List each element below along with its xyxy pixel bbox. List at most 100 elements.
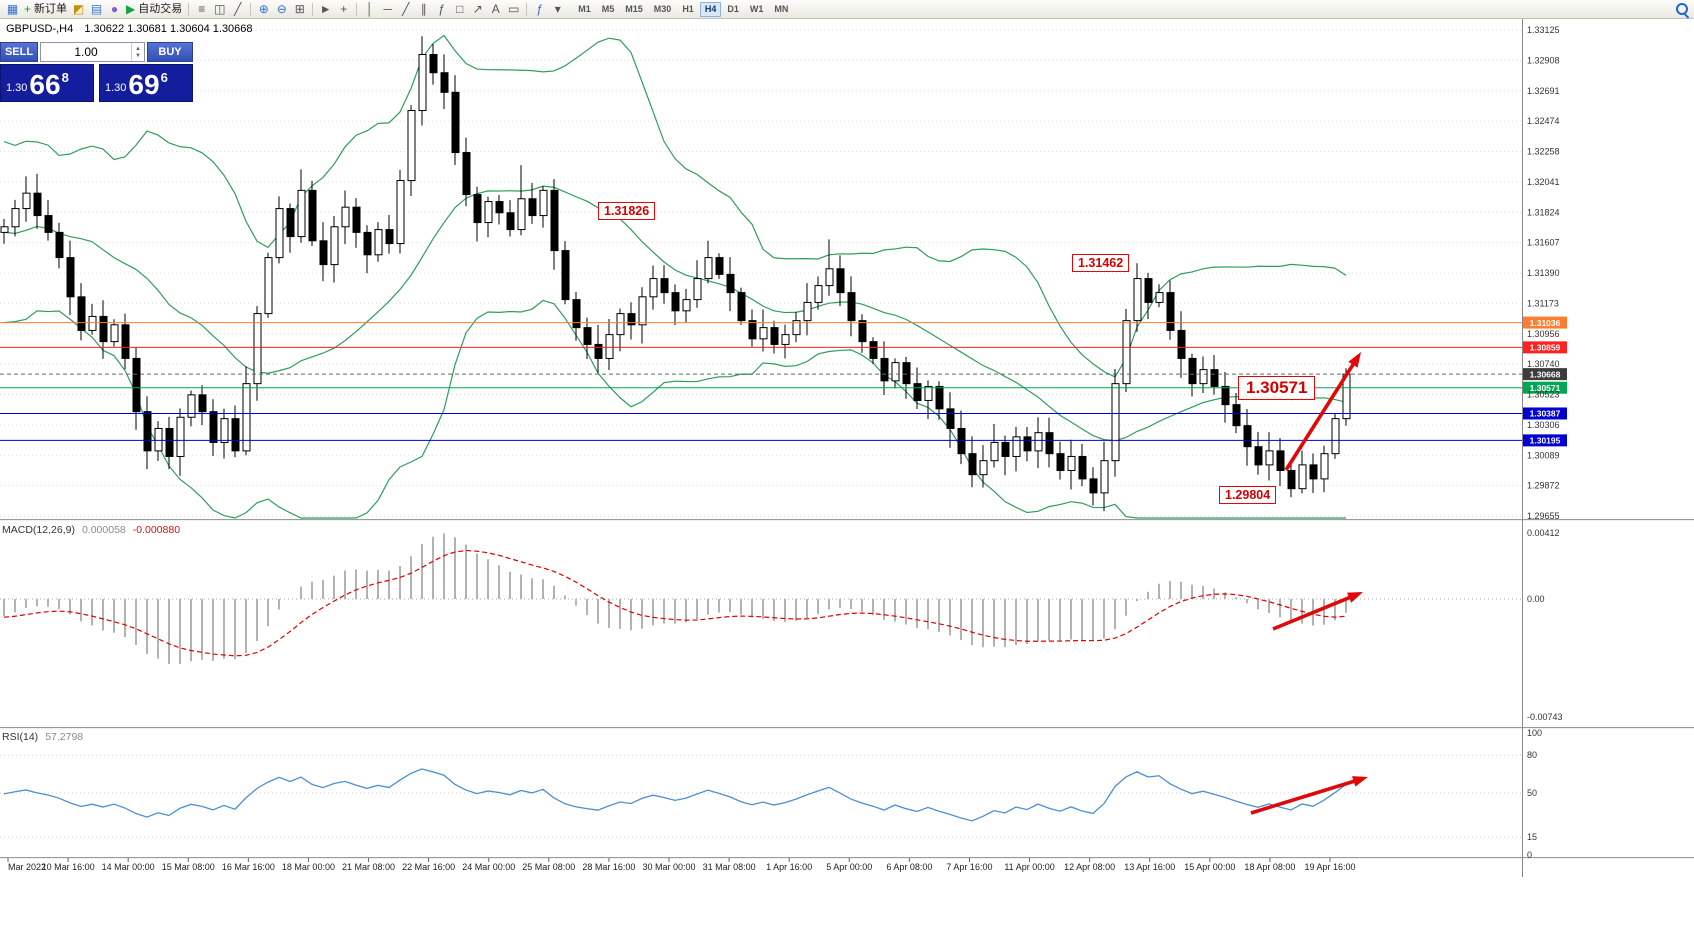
autotrade-button[interactable]: ▶ 自动交易	[124, 1, 184, 18]
timeframe-m15[interactable]: M15	[625, 4, 643, 14]
dropdown-icon: ▾	[554, 2, 561, 16]
svg-text:1.30306: 1.30306	[1527, 420, 1560, 430]
search-icon[interactable]	[1675, 2, 1690, 17]
svg-text:1.31036: 1.31036	[1530, 318, 1561, 328]
volume-spinner[interactable]: ▲ ▼	[131, 43, 144, 61]
terminal-icon[interactable]: ▦	[4, 1, 21, 18]
macd-histogram	[0, 533, 1522, 665]
price-annotation[interactable]: 1.30571	[1238, 376, 1316, 400]
indicators-icon: ƒ	[536, 2, 544, 16]
svg-text:18 Mar 00:00: 18 Mar 00:00	[282, 862, 335, 872]
sell-price-box[interactable]: 1.30 66 8	[0, 64, 94, 102]
svg-text:1.30956: 1.30956	[1527, 329, 1560, 339]
text-icon[interactable]: A	[487, 1, 504, 18]
trendline-icon[interactable]: ╱	[397, 1, 414, 18]
buy-price-box[interactable]: 1.30 69 6	[99, 64, 193, 102]
text-label-icon[interactable]: ▭	[505, 1, 522, 18]
zoom-out-icon[interactable]: ⊖	[273, 1, 290, 18]
sell-price-prefix: 1.30	[6, 82, 28, 94]
price-annotation[interactable]: 1.31826	[598, 202, 656, 220]
svg-text:1.30523: 1.30523	[1527, 390, 1560, 400]
svg-text:1.30859: 1.30859	[1530, 343, 1561, 353]
bollinger-bands	[3, 34, 1347, 519]
svg-text:14 Mar 00:00: 14 Mar 00:00	[102, 862, 155, 872]
svg-text:100: 100	[1527, 728, 1542, 738]
timeframe-m30[interactable]: M30	[653, 4, 672, 14]
svg-text:1.30571: 1.30571	[1530, 383, 1561, 393]
sell-price-big: 66	[29, 69, 61, 100]
equidistant-channel-icon[interactable]: ∥	[415, 1, 432, 18]
chart-window-icon: ◩	[72, 2, 85, 16]
new-order-button-label: 新订单	[34, 2, 68, 15]
crosshair-icon[interactable]: +	[335, 1, 352, 18]
price-axis: 1.33125 1.32908 1.32691 1.32474 1.32258 1.320…	[1527, 25, 1560, 521]
horizontal-line-icon: ─	[383, 2, 392, 16]
svg-text:21 Mar 08:00: 21 Mar 08:00	[342, 862, 395, 872]
macd-main-value: 0.000058	[81, 524, 126, 536]
fibonacci-icon[interactable]: ƒ	[433, 1, 450, 18]
volume-down-icon[interactable]: ▼	[135, 52, 141, 59]
timeframe-m5[interactable]: M5	[601, 4, 615, 14]
timeframe-mn[interactable]: MN	[774, 4, 789, 14]
navigator-icon[interactable]: ●	[106, 1, 123, 18]
timeframe-w1[interactable]: W1	[749, 4, 764, 14]
arrows-tool-icon[interactable]: ↗	[469, 1, 486, 18]
chart-header: GBPUSD-,H4 1.30622 1.30681 1.30604 1.306…	[6, 23, 253, 35]
indicators-icon[interactable]: ƒ	[531, 1, 548, 18]
timeframe-h1[interactable]: H1	[682, 4, 694, 14]
tile-windows-icon: ⊞	[294, 2, 305, 16]
candlesticks-icon[interactable]: ◫	[211, 1, 228, 18]
svg-text:1.30668: 1.30668	[1530, 369, 1561, 379]
fibonacci-icon: ƒ	[438, 2, 446, 16]
sell-button[interactable]: SELL	[0, 42, 38, 62]
bars-icon[interactable]: ≡	[193, 1, 210, 18]
buy-button[interactable]: BUY	[147, 42, 193, 62]
vertical-line-icon[interactable]: │	[361, 1, 378, 18]
buy-price-big: 69	[128, 69, 160, 100]
svg-text:11 Apr 00:00: 11 Apr 00:00	[1004, 862, 1054, 872]
text-label-icon: ▭	[508, 2, 520, 16]
crosshair-icon: +	[340, 2, 348, 16]
timeframe-d1[interactable]: D1	[727, 4, 739, 14]
toolbar-separator	[250, 2, 252, 16]
toolbar-separator	[312, 2, 314, 16]
vertical-line-icon: │	[366, 2, 374, 16]
zoom-out-icon: ⊖	[276, 2, 287, 16]
rsi-name: RSI(14)	[2, 731, 39, 743]
bars-icon: ≡	[198, 2, 206, 16]
tile-windows-icon[interactable]: ⊞	[291, 1, 308, 18]
svg-text:24 Mar 00:00: 24 Mar 00:00	[462, 862, 515, 872]
autotrade-button-label: 自动交易	[138, 2, 183, 15]
price-annotation[interactable]: 1.31462	[1072, 254, 1130, 272]
svg-text:5 Apr 00:00: 5 Apr 00:00	[826, 862, 872, 872]
zoom-in-icon[interactable]: ⊕	[255, 1, 272, 18]
zoom-in-icon: ⊕	[258, 2, 269, 16]
volume-up-icon[interactable]: ▲	[135, 45, 141, 52]
svg-text:19 Apr 16:00: 19 Apr 16:00	[1304, 862, 1355, 872]
price-annotation[interactable]: 1.29804	[1219, 486, 1277, 504]
svg-text:15: 15	[1527, 832, 1537, 842]
cursor-icon[interactable]: ►	[317, 1, 334, 18]
timeframe-h4[interactable]: H4	[699, 1, 722, 17]
rsi-indicator-label: RSI(14) 57.2798	[2, 731, 83, 743]
shapes-icon[interactable]: □	[451, 1, 468, 18]
dropdown-icon[interactable]: ▾	[549, 1, 566, 18]
market-watch-icon[interactable]: ▤	[88, 1, 105, 18]
timeframe-m1[interactable]: M1	[578, 4, 591, 14]
chart-window-icon[interactable]: ◩	[70, 1, 87, 18]
svg-text:1.30195: 1.30195	[1530, 436, 1561, 446]
equidistant-channel-icon: ∥	[420, 2, 427, 16]
new-order-button[interactable]: + 新订单	[22, 1, 69, 18]
volume-input[interactable]: 1.00	[74, 45, 98, 59]
new-order-button: +	[24, 2, 32, 16]
svg-text:10 Mar 16:00: 10 Mar 16:00	[42, 862, 95, 872]
toolbar: ▦ + 新订单 ◩ ▤ ● ▶ 自动交易 ≡ ◫ ╱ ⊕ ⊖ ⊞ ► + │ ─ ╱ ∥ ƒ □ ↗ A ▭ ƒ ▾ M1 M5 M15 M…	[0, 0, 1694, 19]
line-chart-icon[interactable]: ╱	[229, 1, 246, 18]
svg-text:1.29655: 1.29655	[1527, 511, 1560, 521]
horizontal-lines: 1.31036 1.30859 1.30571 1.30387 1.30195 1.306…	[0, 316, 1567, 447]
svg-text:28 Mar 16:00: 28 Mar 16:00	[582, 862, 635, 872]
horizontal-line-icon[interactable]: ─	[379, 1, 396, 18]
